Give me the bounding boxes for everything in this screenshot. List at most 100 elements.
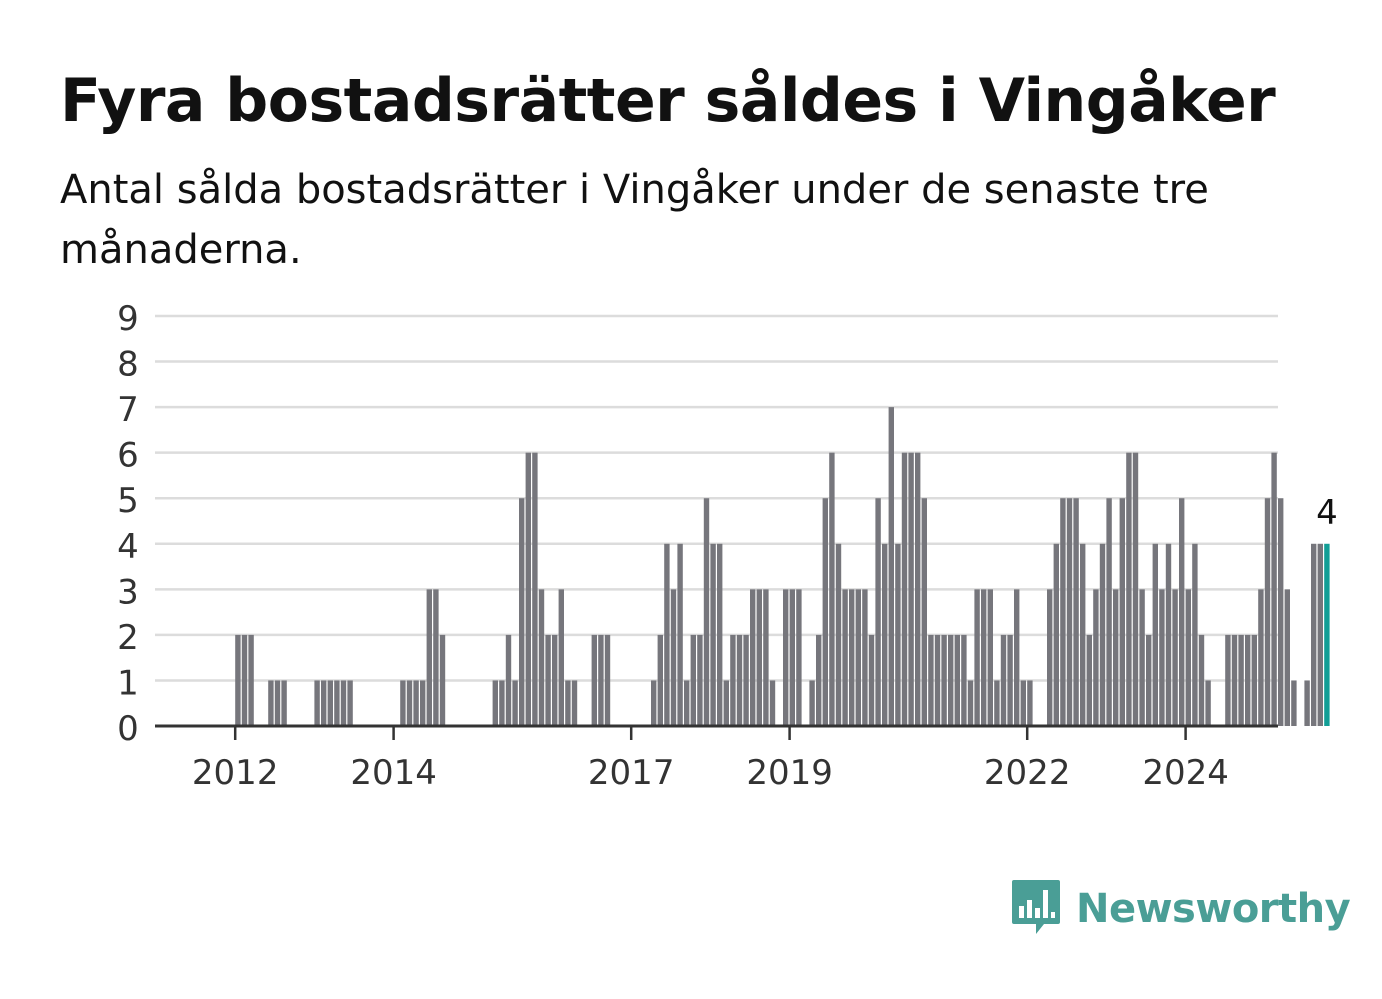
chart-title: Fyra bostadsrätter såldes i Vingåker [60,66,1276,136]
x-tick-label: 2012 [192,753,279,793]
bar [1264,498,1271,726]
bar [1027,680,1033,726]
bar [532,452,538,726]
bar [1113,589,1119,726]
bar [321,680,327,726]
bar [901,452,908,726]
bar [736,634,743,726]
bar [994,680,1000,726]
bar [400,680,406,726]
bar [941,634,947,726]
bar [1146,634,1152,726]
bar [842,589,848,726]
bar [1093,589,1099,726]
bar [439,634,446,726]
bar [413,680,419,726]
highlight-data-label: 4 [1316,493,1338,533]
bar [604,634,611,726]
bar [717,543,723,726]
bar [1159,589,1165,726]
bar [981,589,987,726]
bar [677,543,683,726]
bar [822,498,828,726]
bars [235,407,1330,726]
bar [723,680,729,726]
bar [1271,452,1277,726]
bar [1060,498,1066,726]
bar [862,589,868,726]
y-tick-label: 6 [117,436,139,476]
bar [934,634,941,726]
bar [433,589,439,726]
bar [948,634,954,726]
bar [1291,680,1297,726]
bar [1132,452,1139,726]
x-tick-label: 2017 [588,753,675,793]
x-axis-ticks: 2012 2014 2017 2019 2022 2024 [192,726,1229,793]
chart-subtitle: Antal sålda bostadsrätter i Vingåker und… [60,167,1209,273]
bar [796,589,802,726]
bar [697,634,703,726]
bar [849,589,855,726]
bar [835,543,842,726]
bar [783,589,789,726]
bar [868,634,875,726]
bar [571,680,578,726]
bar [406,680,413,726]
bar [974,589,980,726]
bar [1152,543,1158,726]
bar [1179,498,1185,726]
bar [651,680,657,726]
bar [525,452,531,726]
bar [505,634,512,726]
bar [1238,634,1244,726]
bar [314,680,320,726]
bar [882,543,888,726]
bar [1185,589,1191,726]
bar [657,634,663,726]
bar [1139,589,1145,726]
bar [961,634,967,726]
bar [1000,634,1007,726]
bar [1304,680,1310,726]
bar [1020,680,1026,726]
bar [1080,543,1086,726]
bar [875,498,881,726]
y-tick-label: 7 [117,390,139,430]
bar [347,680,353,726]
bar [1317,543,1323,726]
bar [1278,498,1284,726]
bar [1099,543,1106,726]
bar [1165,543,1172,726]
bar [274,680,281,726]
bar [499,680,505,726]
bar [769,680,776,726]
bar [1205,680,1211,726]
bar [855,589,861,726]
bar [268,680,274,726]
bar [1311,543,1317,726]
bar [1192,543,1198,726]
bar [809,680,815,726]
bar [921,498,927,726]
logo-text: Newsworthy [1076,886,1351,932]
bar [519,498,525,726]
bar [1014,589,1020,726]
bar [895,543,901,726]
bar [545,634,551,726]
bar [512,680,518,726]
bar [763,589,769,726]
y-tick-label: 2 [117,618,139,658]
bar-chart: 0 1 2 3 4 5 6 7 8 9 2012 2014 2017 2019 2022 2024 4 [117,299,1338,793]
y-tick-label: 8 [117,345,139,385]
y-tick-label: 9 [117,299,139,339]
bar [492,680,498,726]
bar [888,407,894,726]
bar [987,589,993,726]
bar [334,680,340,726]
y-tick-label: 0 [117,709,139,749]
bar [1053,543,1059,726]
bar [340,680,347,726]
bar [281,680,287,726]
bar [670,589,677,726]
